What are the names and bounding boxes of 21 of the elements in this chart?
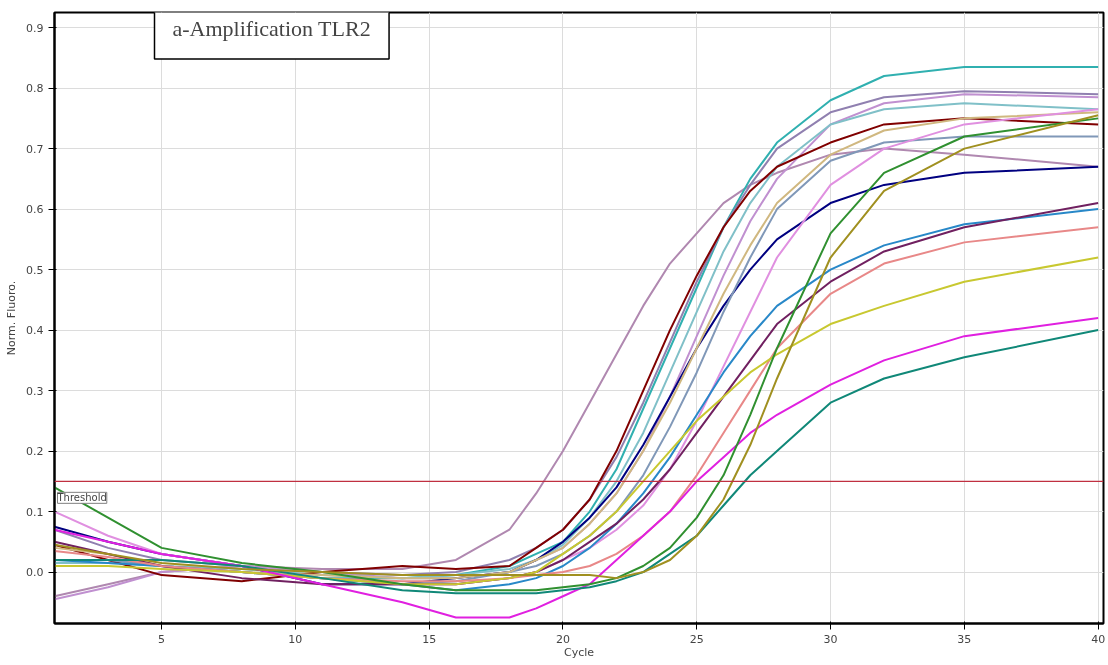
y-tick-label: 0.6 xyxy=(26,203,44,217)
y-tick-label: 0.3 xyxy=(26,384,44,398)
y-tick-label: 0.1 xyxy=(26,505,44,519)
x-tick-label: 20 xyxy=(555,632,570,646)
y-tick-label: 0.7 xyxy=(26,142,44,156)
x-tick-label: 10 xyxy=(288,632,303,646)
y-tick-label: 0.2 xyxy=(26,445,44,459)
x-tick-label: 5 xyxy=(158,632,166,646)
y-tick-label: 0.4 xyxy=(26,324,44,338)
x-tick-label: 40 xyxy=(1091,632,1106,646)
x-tick-label: 25 xyxy=(689,632,704,646)
x-axis-title: Cycle xyxy=(563,645,595,659)
y-tick-label: 0.0 xyxy=(26,566,44,580)
annotation: a-Amplification TLR2 xyxy=(172,16,371,41)
y-tick-label: 0.9 xyxy=(26,21,44,35)
x-tick-label: 15 xyxy=(422,632,437,646)
y-axis-title: Norm. Fluoro. xyxy=(5,280,19,356)
y-tick-label: 0.5 xyxy=(26,263,44,277)
x-tick-label: 35 xyxy=(957,632,972,646)
y-tick-label: 0.8 xyxy=(26,82,44,96)
x-tick-label: 30 xyxy=(823,632,838,646)
